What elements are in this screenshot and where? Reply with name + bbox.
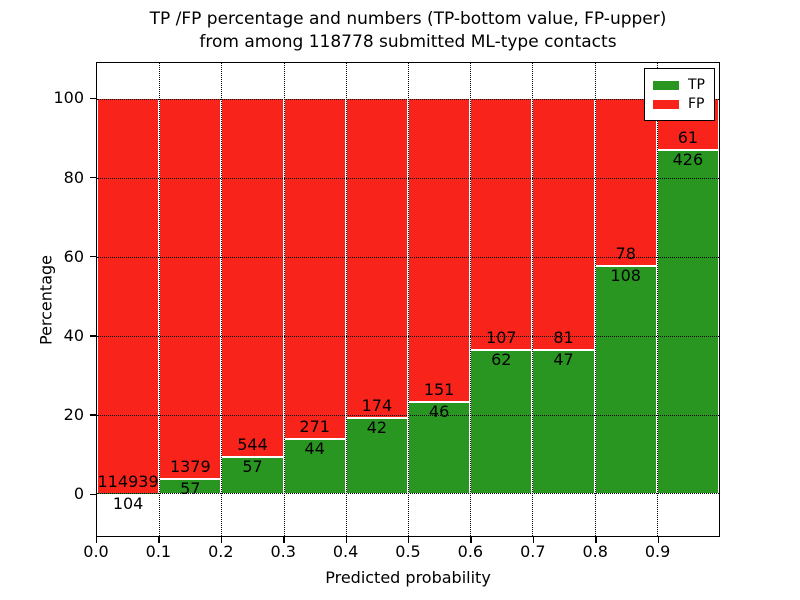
x-tick [657, 537, 659, 543]
legend-label-tp: TP [688, 77, 705, 93]
x-tick-label: 0.7 [520, 542, 546, 561]
x-tick [532, 537, 535, 543]
fp-bar-segment [594, 99, 657, 265]
fp-count-label: 114939 [97, 472, 159, 492]
fp-count-label: 81 [553, 327, 574, 347]
tp-bar-segment [283, 438, 346, 494]
y-tick-label: 40 [63, 325, 84, 345]
x-tick [158, 537, 160, 543]
tp-count-label: 46 [428, 402, 450, 422]
fp-count-label: 271 [299, 417, 330, 437]
fp-count-label: 1379 [169, 456, 211, 476]
x-gridline [470, 63, 472, 536]
legend-label-fp: FP [688, 96, 705, 112]
tp-bar-segment [656, 148, 719, 494]
x-gridline [221, 63, 223, 536]
y-tick [90, 256, 96, 258]
x-tick [96, 537, 98, 543]
x-tick-label: 0.0 [83, 542, 109, 561]
x-tick-label: 0.8 [582, 542, 608, 561]
tp-bar-segment [221, 456, 284, 494]
y-tick [90, 97, 96, 100]
tp-count-label: 57 [242, 457, 263, 477]
y-gridline [97, 99, 719, 101]
chart-title: TP /FP percentage and numbers (TP-bottom… [96, 8, 720, 54]
x-gridline [408, 63, 409, 536]
y-tick [90, 176, 96, 179]
x-gridline [594, 63, 596, 536]
x-gridline [656, 63, 658, 536]
fp-bar-segment [283, 99, 346, 439]
y-tick [90, 414, 96, 416]
x-gridline [159, 63, 161, 536]
x-tick [220, 537, 223, 543]
tp-count-label: 108 [610, 265, 641, 285]
fp-bar-segment [532, 99, 595, 349]
fp-bar-segment [97, 99, 160, 494]
fp-bar-segment [221, 99, 284, 457]
y-gridline [97, 178, 719, 180]
fp-count-label: 174 [361, 395, 393, 415]
fp-count-label: 107 [486, 327, 517, 347]
fp-bar-segment [345, 99, 408, 417]
x-tick-label: 0.1 [145, 542, 172, 561]
tp-count-label: 104 [112, 494, 144, 514]
tp-count-label: 47 [553, 349, 574, 369]
y-tick-label: 80 [63, 167, 84, 187]
fp-count-label: 78 [615, 243, 636, 263]
y-tick-label: 0 [73, 484, 84, 504]
x-tick [408, 537, 410, 543]
fp-bar-segment [159, 99, 222, 478]
tp-count-label: 42 [366, 417, 388, 437]
tp-count-label: 62 [491, 349, 512, 369]
fp-bar-segment [470, 99, 533, 349]
x-tick [345, 537, 347, 543]
tp-bar-segment [345, 416, 408, 494]
tp-bar-segment [470, 348, 533, 494]
x-gridline [283, 63, 285, 536]
legend-item-fp: FP [653, 96, 705, 112]
x-tick-label: 0.6 [457, 542, 484, 561]
y-tick-label: 100 [53, 88, 84, 108]
y-gridline [97, 493, 719, 495]
x-tick-label: 0.3 [270, 542, 296, 561]
fp-bar-segment [408, 99, 471, 402]
y-tick [90, 335, 96, 337]
tp-count-label: 44 [304, 439, 325, 459]
tp-bar-segment [532, 348, 595, 494]
y-tick [90, 493, 96, 495]
legend-item-tp: TP [653, 77, 705, 93]
x-gridline [532, 63, 534, 536]
tp-swatch-icon [653, 80, 679, 90]
x-tick [470, 537, 472, 543]
y-gridline [97, 414, 719, 416]
x-tick-label: 0.2 [208, 542, 234, 561]
x-gridline [345, 63, 347, 536]
fp-count-label: 61 [677, 127, 699, 147]
y-tick-label: 20 [63, 405, 84, 425]
tp-count-label: 57 [180, 478, 201, 498]
plot-area: 114939 104 1379 57 544 57 271 44 174 42 151 46 107 62… [96, 62, 720, 537]
tp-bar-segment [594, 264, 657, 494]
y-gridline [97, 335, 719, 337]
x-tick [283, 537, 285, 543]
x-tick [595, 537, 597, 543]
chart-title-line1: TP /FP percentage and numbers (TP-bottom… [149, 9, 667, 29]
y-gridline [97, 256, 719, 258]
x-tick-label: 0.4 [332, 542, 359, 561]
fp-count-label: 544 [237, 435, 268, 455]
legend: TP FP [644, 68, 715, 121]
x-tick-label: 0.5 [395, 542, 421, 561]
y-tick-label: 60 [63, 246, 84, 266]
tp-count-label: 426 [672, 149, 704, 169]
x-axis-label: Predicted probability [325, 568, 491, 587]
fp-count-label: 151 [423, 380, 455, 400]
x-tick-label: 0.9 [644, 542, 671, 561]
fp-swatch-icon [653, 99, 679, 109]
y-axis-label: Percentage [36, 254, 56, 346]
chart-title-line2: from among 118778 submitted ML-type cont… [199, 32, 617, 52]
